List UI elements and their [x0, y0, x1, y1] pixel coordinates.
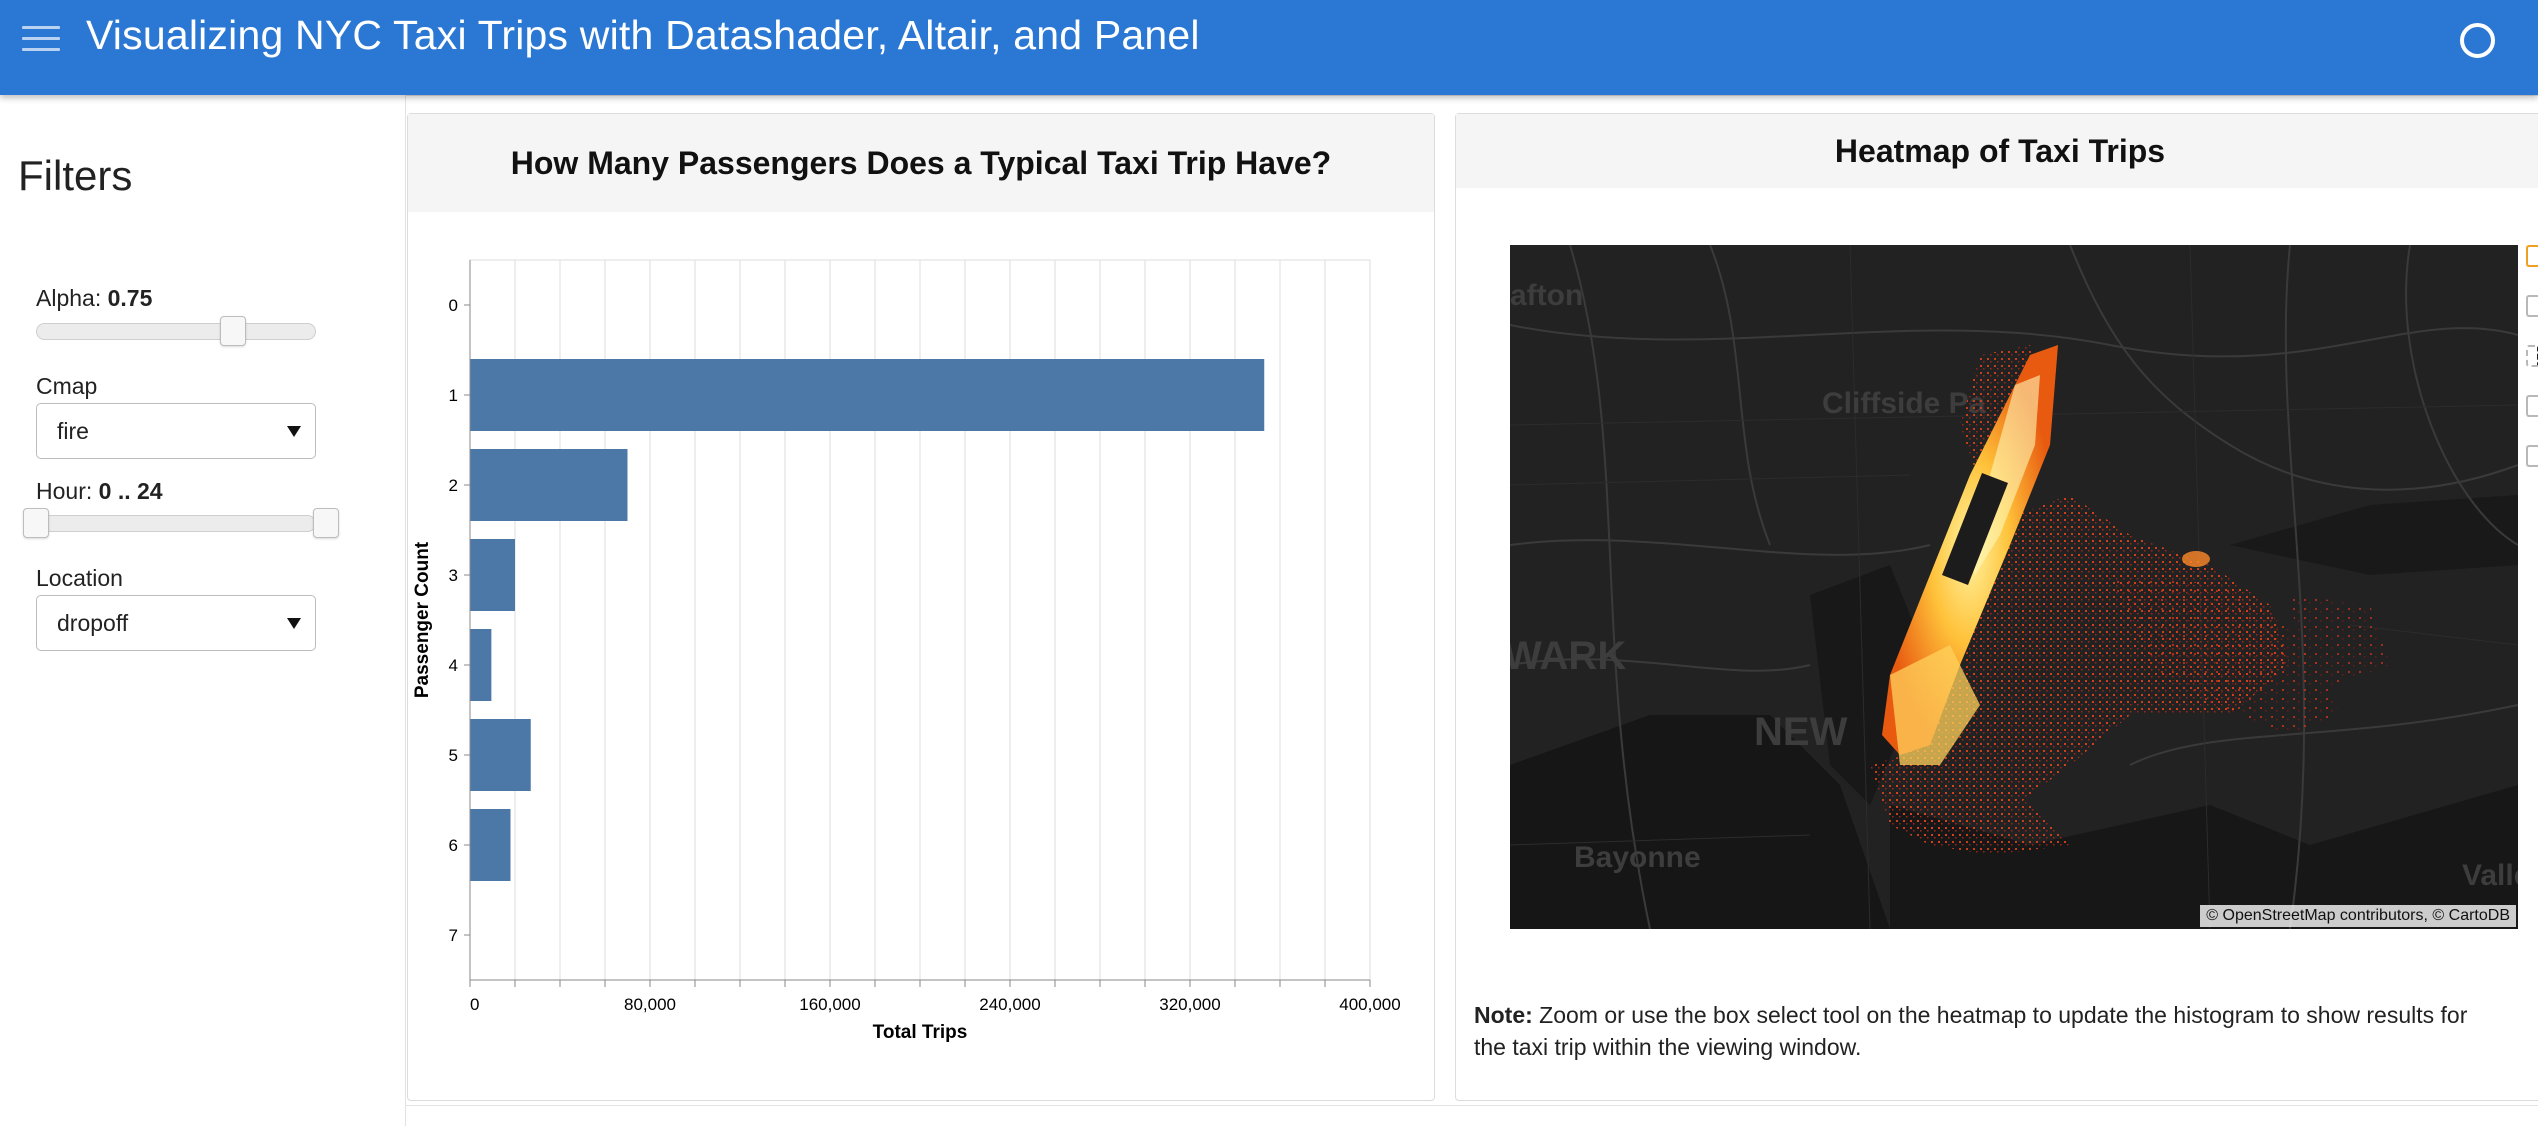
- bokeh-logo-icon: [2526, 245, 2538, 267]
- alpha-slider-handle[interactable]: [219, 316, 246, 346]
- location-select[interactable]: dropoff: [36, 595, 316, 651]
- map-label: Cliffside Pa: [1822, 387, 1986, 420]
- alpha-value: 0.75: [107, 285, 153, 311]
- map-label: WARK: [1510, 634, 1626, 678]
- bar-passengers-4: [470, 629, 492, 701]
- openstreetmap-link[interactable]: OpenStreetMap: [2222, 907, 2336, 924]
- x-tick-label: 0: [470, 995, 479, 1014]
- x-tick-label: 400,000: [1339, 995, 1400, 1014]
- y-tick-label: 4: [449, 656, 458, 675]
- passenger-histogram-chart[interactable]: 0 1 2 3 4 5 6 7 0 80,000 160,000 240,000 320,000 400,…: [406, 95, 1436, 1105]
- alpha-label: Alpha: 0.75: [36, 285, 152, 312]
- bar-passengers-3: [470, 539, 515, 611]
- alpha-slider[interactable]: [36, 316, 316, 346]
- hour-slider-start-handle[interactable]: [23, 508, 49, 538]
- y-tick-label: 3: [449, 566, 458, 585]
- app-title: Visualizing NYC Taxi Trips with Datashad…: [86, 12, 1200, 58]
- y-tick-label: 1: [449, 386, 458, 405]
- pan-tool-icon[interactable]: [2526, 295, 2538, 317]
- busy-indicator-icon: [2460, 23, 2495, 58]
- app-header: Visualizing NYC Taxi Trips with Datashad…: [0, 0, 2538, 95]
- heatmap-title: Heatmap of Taxi Trips: [1456, 114, 2538, 188]
- cmap-select[interactable]: fire: [36, 403, 316, 459]
- attribution-contributors: contributors, ©: [2335, 907, 2449, 924]
- hour-range-slider[interactable]: [23, 508, 339, 538]
- x-tick-label: 320,000: [1159, 995, 1220, 1014]
- bar-passengers-2: [470, 449, 628, 521]
- note-text: Zoom or use the box select tool on the h…: [1474, 1002, 2468, 1060]
- y-tick-label: 6: [449, 836, 458, 855]
- y-tick-label: 2: [449, 476, 458, 495]
- hour-label: Hour: 0 .. 24: [36, 478, 163, 505]
- wheel-zoom-tool-icon[interactable]: [2526, 395, 2538, 417]
- bar-passengers-6: [470, 809, 511, 881]
- reset-tool-icon[interactable]: [2526, 445, 2538, 467]
- cmap-selected-value: fire: [57, 417, 89, 444]
- note-label: Note:: [1474, 1002, 1533, 1028]
- alpha-label-text: Alpha:: [36, 285, 108, 311]
- heatmap-map-canvas[interactable]: afton Cliffside Pa WARK NEW Bayonne Vall…: [1510, 245, 2518, 929]
- box-select-tool-icon[interactable]: [2526, 345, 2538, 367]
- filters-sidebar: Filters Alpha: 0.75 Cmap fire Hour: 0 ..…: [0, 95, 406, 1126]
- y-tick-label: 0: [449, 296, 458, 315]
- sidebar-title: Filters: [18, 152, 133, 199]
- y-tick-label: 7: [449, 926, 458, 945]
- cartodb-link[interactable]: CartoDB: [2448, 907, 2510, 924]
- hamburger-menu-icon[interactable]: [22, 24, 60, 54]
- taxi-heatmap[interactable]: afton Cliffside Pa WARK NEW Bayonne Vall…: [1510, 245, 2518, 929]
- cmap-label: Cmap: [36, 373, 98, 399]
- y-tick-label: 5: [449, 746, 458, 765]
- location-selected-value: dropoff: [57, 609, 129, 636]
- histogram-card: How Many Passengers Does a Typical Taxi …: [407, 113, 1435, 1101]
- x-tick-label: 240,000: [979, 995, 1040, 1014]
- map-label: NEW: [1754, 710, 1848, 754]
- x-axis-title: Total Trips: [873, 1022, 968, 1043]
- map-label: Valle: [2462, 859, 2518, 892]
- main-content: How Many Passengers Does a Typical Taxi …: [406, 95, 2538, 1126]
- chevron-down-icon: [287, 426, 301, 437]
- x-tick-label: 160,000: [799, 995, 860, 1014]
- hour-label-text: Hour:: [36, 478, 99, 504]
- x-tick-label: 80,000: [624, 995, 676, 1014]
- map-label: afton: [1510, 279, 1583, 312]
- y-axis-title: Passenger Count: [412, 541, 433, 698]
- location-label: Location: [36, 565, 123, 591]
- heatmap-toolbar: [2520, 245, 2538, 625]
- map-attribution: © OpenStreetMap contributors, © CartoDB: [2200, 905, 2516, 927]
- map-label: Bayonne: [1574, 841, 1701, 874]
- hour-value: 0 .. 24: [98, 478, 163, 504]
- hour-slider-end-handle[interactable]: [313, 508, 339, 538]
- histogram-title: How Many Passengers Does a Typical Taxi …: [408, 114, 1434, 212]
- heatmap-note: Note: Zoom or use the box select tool on…: [1474, 999, 2474, 1063]
- attribution-prefix: ©: [2206, 907, 2223, 924]
- chevron-down-icon: [287, 618, 301, 629]
- bar-passengers-1: [470, 359, 1265, 431]
- bar-passengers-5: [470, 719, 531, 791]
